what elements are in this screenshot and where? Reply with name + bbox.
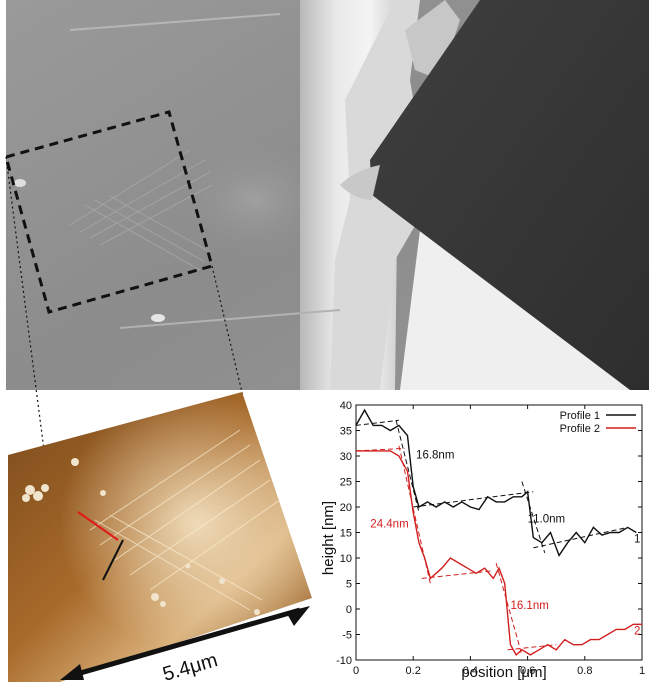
y-tick-label: 15 xyxy=(340,528,352,540)
legend-label: Profile 1 xyxy=(560,410,600,422)
scale-bar-label: 5.4μm xyxy=(160,649,220,682)
y-tick-label: 35 xyxy=(340,426,352,438)
y-tick-label: 5 xyxy=(346,579,352,591)
fit-line xyxy=(421,570,494,579)
x-tick-label: 0.2 xyxy=(406,665,421,677)
y-tick-label: -10 xyxy=(336,655,352,667)
step-height-label: 16.8nm xyxy=(416,450,454,462)
y-tick-label: 25 xyxy=(340,477,352,489)
step-height-label: 16.1nm xyxy=(510,600,548,612)
y-tick-label: 0 xyxy=(346,604,352,616)
roi-box xyxy=(6,110,214,314)
step-annotations: 16.8nm 11.0nm 24.4nm 16.1nm xyxy=(370,450,565,612)
afm-profile-1-line xyxy=(102,539,124,581)
y-tick-label: 30 xyxy=(340,451,352,463)
fit-line xyxy=(355,419,399,426)
afm-particles xyxy=(22,458,260,615)
afm-profile-2-line xyxy=(77,511,119,541)
x-tick-label: 0.8 xyxy=(577,665,592,677)
x-tick-label: 1 xyxy=(639,665,645,677)
x-axis-label: position [μm] xyxy=(461,664,546,681)
fit-line xyxy=(413,491,534,508)
series-end-label: 2 xyxy=(634,625,640,637)
sem-image xyxy=(6,0,649,390)
y-tick-label: 10 xyxy=(340,553,352,565)
probe-tip xyxy=(370,0,649,390)
x-tick-label: 0.4 xyxy=(463,665,478,677)
y-axis-label: height [nm] xyxy=(320,501,337,575)
step-height-label: 24.4nm xyxy=(370,518,408,530)
step-height-label: 11.0nm xyxy=(528,513,566,525)
series-line-profile-2 xyxy=(356,450,642,657)
x-tick-label: 0 xyxy=(353,665,359,677)
y-tick-label: 40 xyxy=(340,400,352,412)
x-axis: 0 0.2 0.4 0.6 0.8 1 xyxy=(353,405,645,677)
series-end-label: 1 xyxy=(634,534,640,546)
afm-image xyxy=(8,392,312,682)
plot-frame xyxy=(355,404,643,661)
series: 12 xyxy=(355,408,642,657)
x-tick-label: 0.6 xyxy=(520,665,535,677)
y-axis: 40 35 30 25 20 15 10 5 0 -5 -10 xyxy=(336,400,642,667)
y-tick-label: 20 xyxy=(340,502,352,514)
series-line-profile-1 xyxy=(355,408,637,557)
legend-label: Profile 2 xyxy=(560,423,600,435)
y-tick-label: -5 xyxy=(342,630,352,642)
